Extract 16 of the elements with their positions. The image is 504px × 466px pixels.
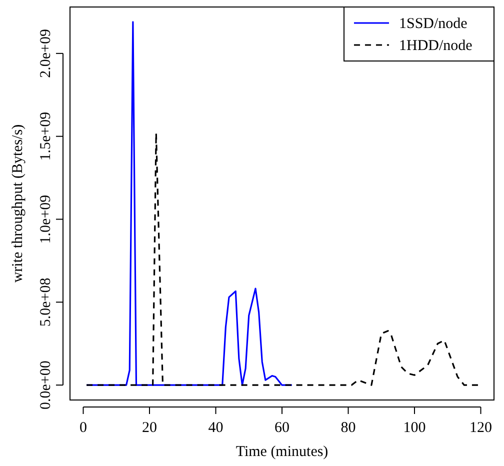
x-tick-label: 120 xyxy=(470,420,492,436)
y-tick-label: 2.0e+09 xyxy=(38,28,54,78)
y-tick-label: 1.0e+09 xyxy=(38,194,54,244)
y-tick-label: 0.0e+00 xyxy=(38,360,54,410)
y-tick-label: 5.0e+08 xyxy=(38,278,54,327)
y-axis-title: write throughput (Bytes/s) xyxy=(10,124,26,283)
x-tick-label: 20 xyxy=(142,420,157,436)
x-tick-label: 100 xyxy=(403,420,426,436)
legend-label: 1SSD/node xyxy=(399,16,468,32)
x-tick-label: 60 xyxy=(274,420,290,436)
y-tick-label: 1.5e+09 xyxy=(38,112,54,161)
legend-label: 1HDD/node xyxy=(399,38,473,54)
x-axis-title: Time (minutes) xyxy=(236,444,328,460)
x-tick-label: 0 xyxy=(80,420,87,436)
x-tick-label: 80 xyxy=(340,420,356,436)
x-tick-label: 40 xyxy=(208,420,224,436)
